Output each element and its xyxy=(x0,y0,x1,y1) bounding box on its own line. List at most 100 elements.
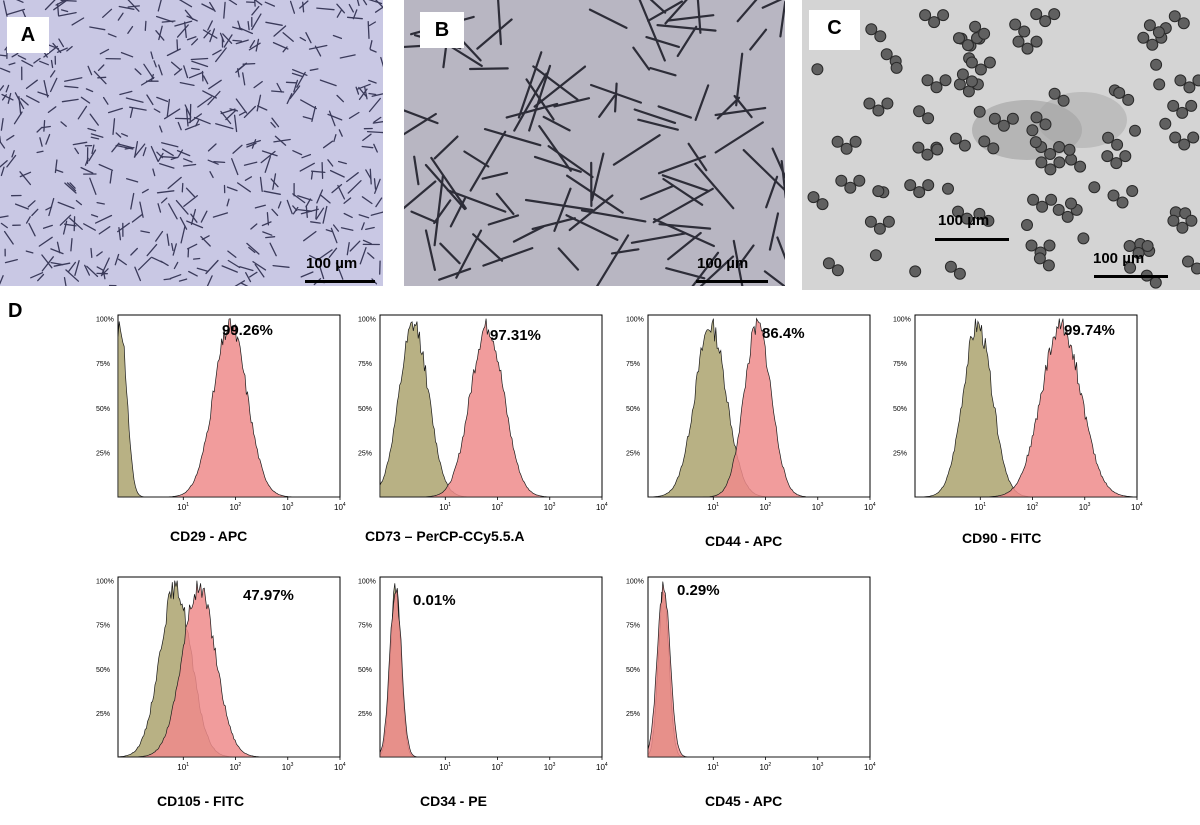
cell xyxy=(43,79,49,98)
cell xyxy=(227,259,241,269)
y-tick-label: 75% xyxy=(96,623,110,630)
y-tick-label: 50% xyxy=(358,406,372,413)
histogram-axis-label: CD44 - APC xyxy=(705,533,783,549)
cell xyxy=(254,204,266,209)
cell xyxy=(157,152,164,163)
cell xyxy=(176,149,191,157)
cell xyxy=(41,256,54,272)
cell xyxy=(822,257,835,270)
cell xyxy=(39,60,49,66)
y-tick-label: 50% xyxy=(626,667,640,674)
cell xyxy=(455,229,483,279)
y-tick-label: 50% xyxy=(96,667,110,674)
cell xyxy=(161,156,179,159)
cell xyxy=(69,217,83,230)
y-tick-label: 75% xyxy=(626,623,640,630)
cell xyxy=(237,20,241,29)
cell xyxy=(630,232,687,244)
cell xyxy=(233,114,238,133)
cell xyxy=(94,214,113,224)
cell xyxy=(134,141,139,158)
cell xyxy=(153,108,161,113)
cell xyxy=(528,64,552,132)
cell xyxy=(80,166,94,174)
cell xyxy=(339,54,356,59)
cell xyxy=(325,229,333,233)
cell xyxy=(881,97,894,110)
cell xyxy=(215,123,234,130)
cell xyxy=(259,176,263,192)
cell xyxy=(1168,10,1181,23)
x-tick-label: 104 xyxy=(596,762,608,772)
cell xyxy=(129,106,147,111)
cell xyxy=(156,190,175,194)
cell xyxy=(242,72,246,86)
cell xyxy=(322,140,334,149)
cell xyxy=(1102,131,1115,144)
cell xyxy=(188,270,198,277)
cell xyxy=(639,184,675,201)
cell xyxy=(958,139,971,152)
cell xyxy=(874,30,887,43)
cell xyxy=(31,208,39,217)
cell xyxy=(17,54,27,60)
cell xyxy=(319,194,331,204)
marker-histogram xyxy=(118,318,340,498)
cell xyxy=(472,233,504,262)
cell xyxy=(928,16,941,29)
cell xyxy=(865,23,878,36)
cell xyxy=(240,282,249,286)
panel-letter-c: C xyxy=(809,10,860,50)
histogram-percent: 99.74% xyxy=(1064,322,1115,339)
cell xyxy=(430,156,467,210)
cell xyxy=(223,1,226,19)
cell xyxy=(338,129,343,137)
cell xyxy=(952,205,964,218)
cell xyxy=(185,187,196,198)
cell xyxy=(276,82,283,93)
cell xyxy=(168,203,178,220)
cell xyxy=(235,98,248,114)
cell xyxy=(676,25,698,58)
cell xyxy=(1116,196,1129,209)
cell xyxy=(100,268,109,277)
cell xyxy=(155,30,165,41)
cell xyxy=(370,211,383,216)
cell xyxy=(335,262,344,280)
cell xyxy=(99,48,110,55)
cell xyxy=(1183,81,1196,94)
cell xyxy=(212,212,229,218)
cell xyxy=(74,147,80,155)
cell xyxy=(658,223,712,230)
cell xyxy=(222,33,233,44)
cell xyxy=(369,40,373,50)
cell xyxy=(157,0,162,12)
cell xyxy=(85,88,94,93)
cell xyxy=(961,212,973,225)
cell xyxy=(207,159,219,165)
cell xyxy=(264,1,276,7)
cell xyxy=(191,67,200,71)
cell xyxy=(155,230,164,242)
cell xyxy=(1152,26,1165,39)
cell xyxy=(251,13,262,31)
cell xyxy=(299,162,315,172)
cell xyxy=(127,5,140,8)
cell xyxy=(763,270,785,286)
cell xyxy=(367,252,375,259)
cell xyxy=(637,118,679,131)
cell xyxy=(131,214,143,223)
cell xyxy=(299,0,309,9)
x-tick-label: 101 xyxy=(177,762,189,772)
cell xyxy=(1045,193,1058,206)
cell xyxy=(912,141,925,154)
cell xyxy=(373,143,378,153)
cell xyxy=(102,270,106,280)
cell xyxy=(469,130,507,192)
cell xyxy=(332,34,343,40)
x-tick-label: 103 xyxy=(1079,502,1091,512)
cell xyxy=(1027,193,1040,206)
cell xyxy=(364,86,368,100)
cell xyxy=(807,191,820,204)
cell xyxy=(849,135,862,148)
